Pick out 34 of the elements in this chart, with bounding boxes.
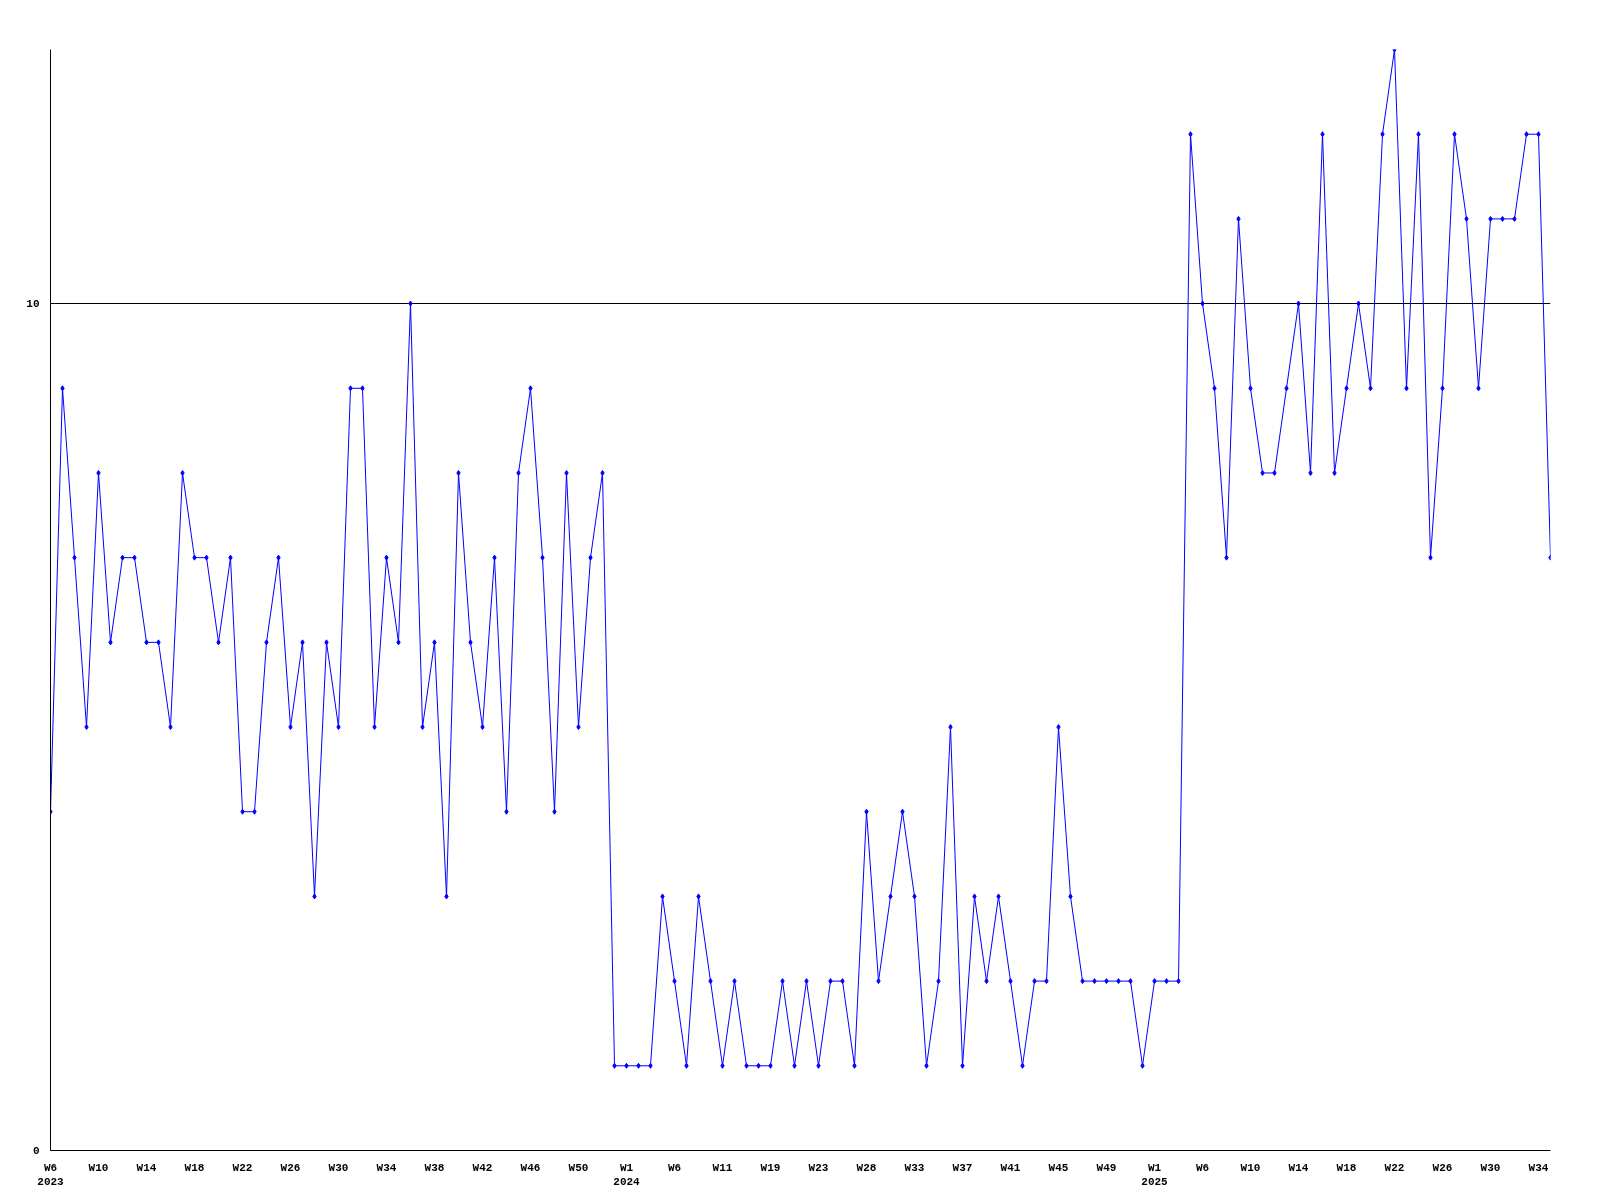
x-tick-label: W1 2024: [613, 1161, 641, 1188]
x-tick-label: W6: [1195, 1161, 1210, 1174]
x-tick-label: W50: [568, 1161, 589, 1174]
x-tick-label: W14: [1288, 1161, 1309, 1174]
x-tick-label: W26: [1432, 1161, 1453, 1174]
x-tick-label: W19: [760, 1161, 781, 1174]
x-tick-label: W18: [184, 1161, 205, 1174]
x-tick-label: W22: [1384, 1161, 1405, 1174]
x-tick-label: W30: [328, 1161, 349, 1174]
x-tick-label: W14: [136, 1161, 157, 1174]
y-tick-label: 0: [32, 1145, 40, 1157]
x-tick-label: W34: [376, 1161, 397, 1174]
x-tick-label: W30: [1480, 1161, 1501, 1174]
x-tick-label: W45: [1048, 1161, 1069, 1174]
x-tick-label: W22: [232, 1161, 253, 1174]
x-tick-label: W23: [808, 1161, 829, 1174]
x-tick-label: W49: [1096, 1161, 1117, 1174]
x-tick-label: W11: [712, 1161, 733, 1174]
x-tick-label: W41: [1000, 1161, 1021, 1174]
x-tick-label: W18: [1336, 1161, 1357, 1174]
x-tick-label: W1 2025: [1141, 1161, 1169, 1188]
x-tick-label: W10: [1240, 1161, 1261, 1174]
x-tick-label: W26: [280, 1161, 301, 1174]
y-tick-label: 10: [26, 298, 40, 311]
x-tick-label: W34: [1528, 1161, 1549, 1174]
x-tick-label: W6 2023: [37, 1161, 65, 1188]
x-tick-label: W33: [904, 1161, 925, 1174]
x-tick-label: W6: [667, 1161, 682, 1174]
x-tick-label: W37: [952, 1161, 973, 1174]
x-tick-label: W38: [424, 1161, 445, 1174]
x-tick-label: W46: [520, 1161, 541, 1174]
x-tick-label: W10: [88, 1161, 109, 1174]
x-tick-label: W28: [856, 1161, 877, 1174]
x-tick-label: W42: [472, 1161, 493, 1174]
